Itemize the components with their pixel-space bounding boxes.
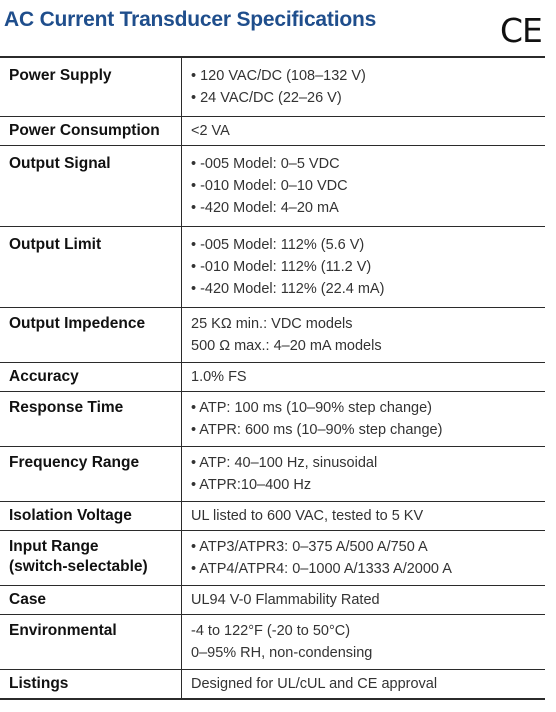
spec-value: Designed for UL/cUL and CE approval xyxy=(181,669,545,700)
spec-label-line: Response Time xyxy=(9,399,124,416)
spec-label: Frequency Range xyxy=(0,446,182,502)
spec-value-line: -4 to 122°F (-20 to 50°C) xyxy=(191,623,351,639)
spec-value-line: • ATPR:10–400 Hz xyxy=(191,477,312,493)
spec-row: Input Range (switch-selectable) • ATP3/ATP… xyxy=(0,530,545,586)
spec-label: Output Impedence xyxy=(0,307,182,363)
spec-value: • ATP: 40–100 Hz, sinusoidal • ATPR:10–40… xyxy=(181,446,545,502)
spec-label-line: Listings xyxy=(9,675,69,692)
spec-value: UL94 V-0 Flammability Rated xyxy=(181,585,545,615)
spec-label: Isolation Voltage xyxy=(0,501,182,531)
spec-row: Frequency Range • ATP: 40–100 Hz, sinusoi… xyxy=(0,446,545,502)
spec-value-line: 1.0% FS xyxy=(191,369,247,385)
spec-row: Power Supply • 120 VAC/DC (108–132 V) • 24… xyxy=(0,56,545,117)
spec-row: Output Signal • -005 Model: 0–5 VDC • -010… xyxy=(0,145,545,227)
specifications-table-body: Power Supply • 120 VAC/DC (108–132 V) • 24… xyxy=(0,56,545,700)
spec-row: Output Impedence 25 KΩ min.: VDC models 50… xyxy=(0,307,545,363)
spec-label: Output Signal xyxy=(0,145,182,227)
spec-value: 25 KΩ min.: VDC models 500 Ω max.: 4–20 m… xyxy=(181,307,545,363)
spec-value-line: • ATP: 40–100 Hz, sinusoidal xyxy=(191,455,378,471)
spec-value-line: <2 VA xyxy=(191,123,230,139)
spec-value-line: • ATP: 100 ms (10–90% step change) xyxy=(191,400,432,416)
spec-label: Accuracy xyxy=(0,362,182,392)
spec-value-line: 500 Ω max.: 4–20 mA models xyxy=(191,338,382,354)
spec-value-line: • 120 VAC/DC (108–132 V) xyxy=(191,68,366,84)
spec-label: Power Supply xyxy=(0,56,182,117)
spec-row: Isolation Voltage UL listed to 600 VAC, t… xyxy=(0,501,545,531)
spec-value: <2 VA xyxy=(181,116,545,146)
spec-label-line: Power Consumption xyxy=(9,122,160,139)
ce-mark-logo: CE xyxy=(500,11,543,50)
spec-label: Environmental xyxy=(0,614,182,670)
spec-value-line: UL94 V-0 Flammability Rated xyxy=(191,592,380,608)
spec-label-line: Case xyxy=(9,591,47,608)
spec-label-line: Output Signal xyxy=(9,155,111,172)
spec-label-line: Environmental xyxy=(9,622,117,639)
spec-label: Case xyxy=(0,585,182,615)
spec-value-line: • ATPR: 600 ms (10–90% step change) xyxy=(191,422,443,438)
specifications-table: Power Supply • 120 VAC/DC (108–132 V) • 24… xyxy=(0,56,545,700)
spec-value-line: • 24 VAC/DC (22–26 V) xyxy=(191,90,342,106)
spec-label-line: Power Supply xyxy=(9,67,112,84)
spec-value-line: • -005 Model: 112% (5.6 V) xyxy=(191,237,365,253)
page-title: AC Current Transducer Specifications xyxy=(4,8,377,31)
spec-label-line: Isolation Voltage xyxy=(9,507,132,524)
spec-row: Environmental -4 to 122°F (-20 to 50°C) 0–… xyxy=(0,614,545,670)
spec-label-line: Output Limit xyxy=(9,236,102,253)
spec-row: Accuracy 1.0% FS xyxy=(0,362,545,392)
spec-label: Input Range (switch-selectable) xyxy=(0,530,182,586)
spec-value: • -005 Model: 112% (5.6 V) • -010 Model: … xyxy=(181,226,545,308)
spec-value: 1.0% FS xyxy=(181,362,545,392)
spec-value-line: 25 KΩ min.: VDC models xyxy=(191,316,353,332)
spec-value-line: • -010 Model: 112% (11.2 V) xyxy=(191,259,372,275)
spec-label-line: Accuracy xyxy=(9,368,79,385)
spec-value-line: • -005 Model: 0–5 VDC xyxy=(191,156,340,172)
spec-value: UL listed to 600 VAC, tested to 5 KV xyxy=(181,501,545,531)
spec-value: • -005 Model: 0–5 VDC • -010 Model: 0–10 … xyxy=(181,145,545,227)
spec-value-line: 0–95% RH, non-condensing xyxy=(191,645,373,661)
spec-row: Response Time • ATP: 100 ms (10–90% step … xyxy=(0,391,545,447)
spec-value-line: • ATP4/ATPR4: 0–1000 A/1333 A/2000 A xyxy=(191,561,452,577)
spec-row: Power Consumption <2 VA xyxy=(0,116,545,146)
spec-value-line: • -010 Model: 0–10 VDC xyxy=(191,178,348,194)
spec-label-line: Input Range xyxy=(9,538,99,555)
spec-value: -4 to 122°F (-20 to 50°C) 0–95% RH, non-c… xyxy=(181,614,545,670)
spec-value-line: • -420 Model: 112% (22.4 mA) xyxy=(191,281,385,297)
spec-value-line: UL listed to 600 VAC, tested to 5 KV xyxy=(191,508,424,524)
spec-value: • 120 VAC/DC (108–132 V) • 24 VAC/DC (22–… xyxy=(181,56,545,117)
spec-row: Output Limit • -005 Model: 112% (5.6 V) • … xyxy=(0,226,545,308)
spec-label-line: (switch-selectable) xyxy=(9,558,148,575)
spec-label-line: Output Impedence xyxy=(9,315,146,332)
spec-value-line: Designed for UL/cUL and CE approval xyxy=(191,676,438,692)
spec-label: Response Time xyxy=(0,391,182,447)
spec-label: Power Consumption xyxy=(0,116,182,146)
spec-value: • ATP3/ATPR3: 0–375 A/500 A/750 A • ATP4/… xyxy=(181,530,545,586)
spec-value-line: • -420 Model: 4–20 mA xyxy=(191,200,339,216)
spec-value: • ATP: 100 ms (10–90% step change) • ATPR… xyxy=(181,391,545,447)
spec-row: Case UL94 V-0 Flammability Rated xyxy=(0,585,545,615)
spec-label: Listings xyxy=(0,669,182,700)
spec-label-line: Frequency Range xyxy=(9,454,140,471)
spec-row: Listings Designed for UL/cUL and CE appro… xyxy=(0,669,545,700)
spec-value-line: • ATP3/ATPR3: 0–375 A/500 A/750 A xyxy=(191,539,428,555)
spec-label: Output Limit xyxy=(0,226,182,308)
